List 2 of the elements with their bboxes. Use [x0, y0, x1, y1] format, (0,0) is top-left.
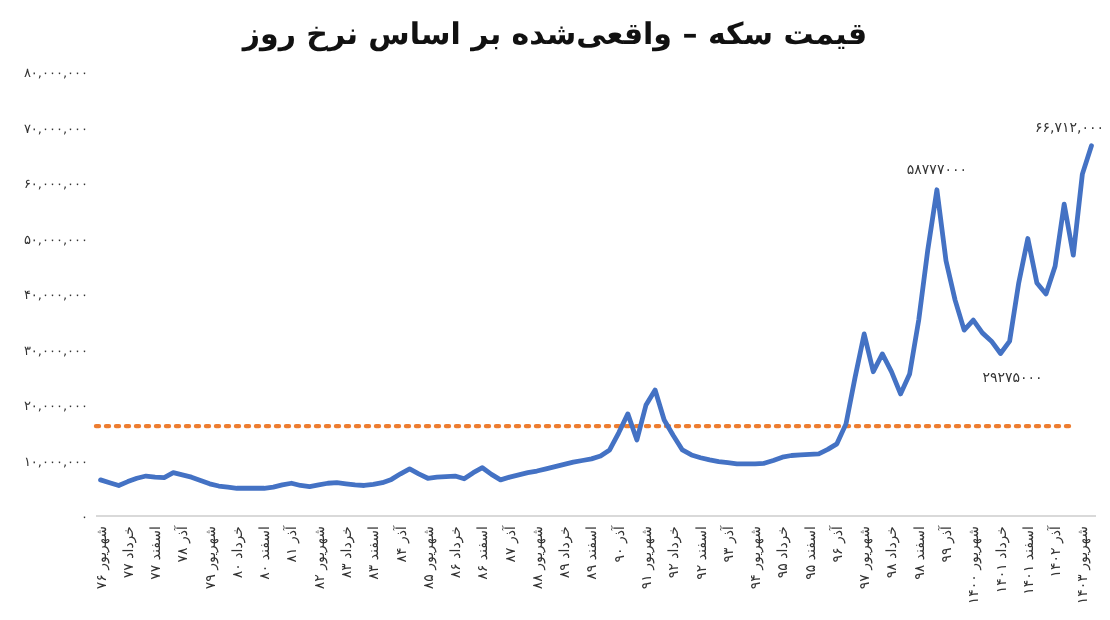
chart-title: قیمت سکه – واقعی‌شده بر اساس نرخ روز: [240, 16, 868, 52]
line-series: [98, 143, 1094, 491]
